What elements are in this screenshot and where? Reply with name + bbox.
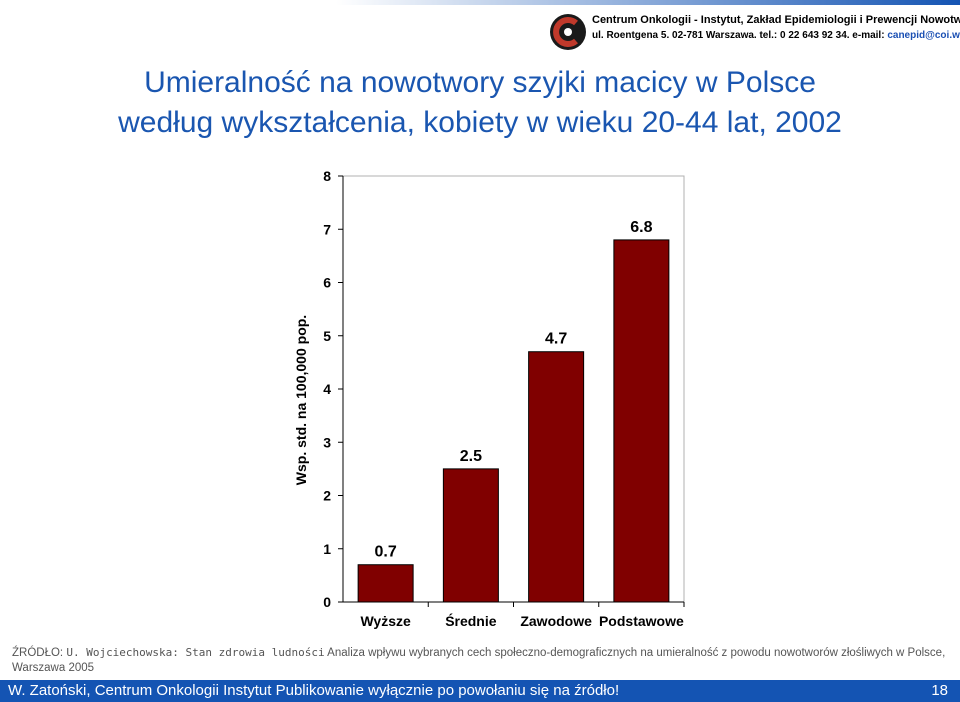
y-tick-label: 8	[323, 168, 331, 184]
source-author: U. Wojciechowska: Stan zdrowia ludności	[66, 646, 325, 659]
institute-logo	[550, 14, 586, 50]
chart-title-line2: według wykształcenia, kobiety w wieku 20…	[118, 106, 842, 139]
source-note: ŹRÓDŁO: U. Wojciechowska: Stan zdrowia l…	[12, 645, 952, 676]
source-prefix: ŹRÓDŁO:	[12, 647, 64, 659]
x-tick-label: Wyższe	[360, 613, 411, 629]
email-link[interactable]: canepid@coi.waw.pl	[887, 30, 960, 41]
x-tick-label: Podstawowe	[599, 613, 684, 629]
bar-value-label: 2.5	[460, 448, 482, 465]
chart-title-line1: Umieralność na nowotwory szyjki macicy w…	[144, 66, 816, 99]
bar	[357, 564, 414, 603]
bar-value-label: 6.8	[630, 219, 652, 236]
address-text: ul. Roentgena 5. 02-781 Warszawa. tel.: …	[592, 30, 885, 41]
bar-chart: 0 1 2 3 4 5 6 7 8 0.7 Wyższe 2.5 Średnie 4.7 Zawodowe 6…	[323, 168, 685, 629]
y-tick-label: 2	[323, 488, 331, 504]
header-stripe	[0, 0, 960, 5]
bar	[442, 468, 499, 603]
footer-bar: W. Zatoński, Centrum Onkologii Instytut …	[0, 680, 960, 702]
institution-name: Centrum Onkologii - Instytut, Zakład Epi…	[592, 14, 960, 26]
footer-text: W. Zatoński, Centrum Onkologii Instytut …	[8, 682, 620, 699]
x-tick-label: Zawodowe	[520, 613, 592, 629]
y-tick-label: 5	[323, 328, 331, 344]
bar	[528, 351, 585, 603]
bar-value-label: 4.7	[545, 331, 567, 348]
bar-value-label: 0.7	[375, 544, 397, 561]
x-tick-label: Średnie	[445, 612, 497, 629]
y-tick-label: 0	[323, 594, 331, 610]
y-tick-label: 7	[323, 221, 331, 237]
page-number: 18	[931, 682, 948, 699]
y-tick-label: 4	[323, 381, 331, 397]
bar	[613, 239, 670, 603]
institution-address: ul. Roentgena 5. 02-781 Warszawa. tel.: …	[592, 30, 960, 41]
y-tick-label: 1	[323, 541, 331, 557]
source-rest: Analiza wpływu wybranych cech społeczno-…	[12, 647, 946, 674]
y-tick-label: 3	[323, 434, 331, 450]
y-tick-label: 6	[323, 275, 331, 291]
